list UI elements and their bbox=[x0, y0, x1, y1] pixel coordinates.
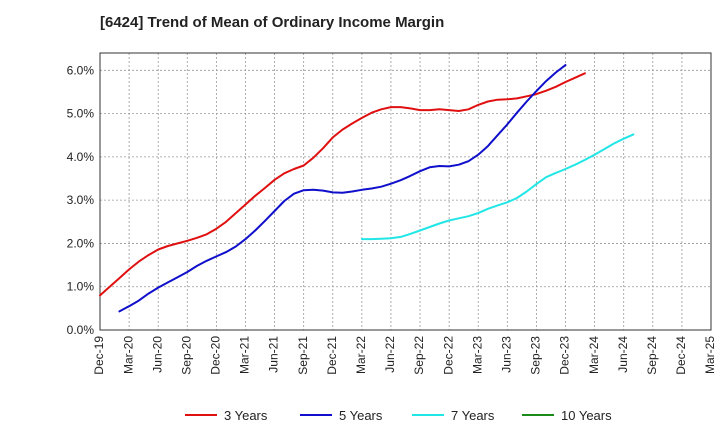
x-tick-label: Mar-25 bbox=[703, 336, 717, 374]
x-tick-label: Dec-20 bbox=[209, 336, 223, 375]
x-tick-label: Sep-20 bbox=[179, 336, 193, 375]
y-tick-label: 5.0% bbox=[67, 107, 95, 121]
x-tick-label: Jun-23 bbox=[500, 336, 514, 373]
x-tick-label: Jun-20 bbox=[150, 336, 164, 373]
x-tick-label: Sep-24 bbox=[645, 336, 659, 375]
y-tick-label: 2.0% bbox=[67, 236, 95, 250]
x-tick-label: Dec-23 bbox=[558, 336, 572, 375]
y-tick-label: 6.0% bbox=[67, 63, 95, 77]
x-tick-label: Jun-24 bbox=[616, 336, 630, 373]
y-tick-label: 0.0% bbox=[67, 323, 95, 337]
x-tick-label: Dec-24 bbox=[674, 336, 688, 375]
x-tick-label: Dec-21 bbox=[325, 336, 339, 375]
x-tick-label: Dec-19 bbox=[92, 336, 106, 375]
x-tick-label: Dec-22 bbox=[441, 336, 455, 375]
x-tick-label: Mar-24 bbox=[587, 336, 601, 374]
legend-label-7-years: 7 Years bbox=[451, 408, 495, 423]
x-tick-label: Sep-21 bbox=[296, 336, 310, 375]
x-tick-label: Mar-20 bbox=[121, 336, 135, 374]
series-line-7-years bbox=[360, 133, 635, 241]
x-tick-label: Jun-21 bbox=[267, 336, 281, 373]
plot-area-border bbox=[99, 52, 712, 331]
x-tick-label: Mar-23 bbox=[470, 336, 484, 374]
x-tick-label: Jun-22 bbox=[383, 336, 397, 373]
x-tick-label: Mar-21 bbox=[238, 336, 252, 374]
series-line-3-years bbox=[99, 72, 586, 297]
y-tick-label: 1.0% bbox=[67, 280, 95, 294]
legend-label-5-years: 5 Years bbox=[339, 408, 383, 423]
legend-label-3-years: 3 Years bbox=[224, 408, 268, 423]
y-axis-ticks: 0.0% 1.0% 2.0% 3.0% 4.0% 5.0% 6.0% bbox=[67, 63, 95, 337]
x-tick-label: Sep-22 bbox=[412, 336, 426, 375]
x-axis-ticks: Dec-19 Mar-20 Jun-20 Sep-20 Dec-20 Mar-21 Jun-… bbox=[92, 336, 717, 375]
series-lines bbox=[99, 64, 635, 313]
chart-title: [6424] Trend of Mean of Ordinary Income … bbox=[100, 14, 445, 31]
y-tick-label: 3.0% bbox=[67, 193, 95, 207]
x-tick-label: Mar-22 bbox=[354, 336, 368, 374]
legend: 3 Years 5 Years 7 Years 10 Years bbox=[185, 408, 612, 423]
legend-label-10-years: 10 Years bbox=[561, 408, 612, 423]
grid-lines bbox=[100, 53, 711, 330]
y-tick-label: 4.0% bbox=[67, 150, 95, 164]
x-tick-label: Sep-23 bbox=[529, 336, 543, 375]
series-line-5-years bbox=[118, 64, 567, 313]
